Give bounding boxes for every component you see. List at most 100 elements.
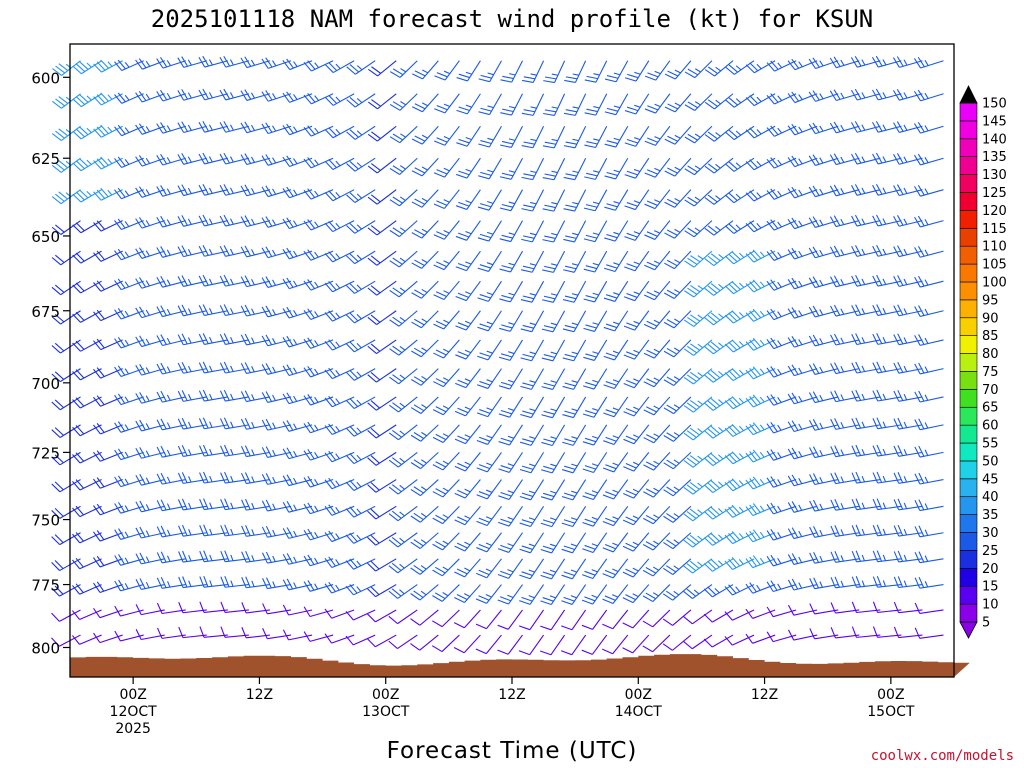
barb-half-feather xyxy=(718,454,724,460)
wind-barb xyxy=(114,448,144,461)
barb-half-feather xyxy=(840,580,844,587)
barb-half-feather xyxy=(487,137,494,141)
barb-feather xyxy=(54,427,64,436)
barb-feather xyxy=(704,197,715,205)
wind-barb xyxy=(541,424,566,447)
barb-feather xyxy=(367,257,378,266)
barb-feather xyxy=(541,441,553,447)
barb-feather xyxy=(261,335,269,347)
wind-barb xyxy=(303,528,334,541)
barb-feather xyxy=(367,287,378,296)
wind-barb xyxy=(282,123,313,136)
barb-half-feather xyxy=(421,404,428,409)
colorbar-segment xyxy=(959,478,978,498)
wind-barb xyxy=(282,392,313,405)
wind-barb xyxy=(198,214,228,227)
barb-feather xyxy=(646,231,658,237)
wind-barb xyxy=(156,275,186,288)
barb-staff xyxy=(572,479,587,501)
wind-barb xyxy=(684,250,713,268)
barb-half-feather xyxy=(924,157,929,163)
barb-half-feather xyxy=(739,252,745,258)
barb-feather xyxy=(544,109,557,113)
barb-feather xyxy=(345,285,355,294)
wind-barb xyxy=(584,157,608,180)
barb-staff xyxy=(99,609,123,619)
barb-half-feather xyxy=(166,92,171,99)
barb-feather xyxy=(855,333,862,344)
barb-staff xyxy=(162,310,186,318)
wind-barb xyxy=(282,306,313,319)
barb-feather xyxy=(138,123,147,134)
wind-barb xyxy=(156,246,186,258)
wind-barb xyxy=(829,245,860,258)
barb-half-feather xyxy=(443,319,450,324)
barb-feather xyxy=(389,103,401,111)
barb-half-feather xyxy=(882,187,887,194)
barb-feather xyxy=(703,588,713,598)
barb-feather xyxy=(787,528,795,539)
wind-barb xyxy=(604,157,629,180)
barb-feather xyxy=(704,134,715,142)
barb-feather xyxy=(117,278,126,289)
barb-half-feather xyxy=(861,502,866,509)
barb-feather xyxy=(198,215,205,227)
wind-barb xyxy=(220,524,249,537)
wind-barb xyxy=(519,479,545,501)
barb-staff xyxy=(920,280,944,288)
wind-barb xyxy=(156,57,186,69)
wind-barb xyxy=(453,609,481,629)
barb-feather xyxy=(731,310,741,320)
barb-feather xyxy=(897,417,904,429)
wind-barb xyxy=(346,189,376,203)
x-tick-label: 2025 xyxy=(115,721,151,737)
colorbar-label: 30 xyxy=(982,526,999,541)
wind-barb xyxy=(872,417,902,430)
wind-barb xyxy=(411,157,439,177)
barb-feather xyxy=(265,90,273,101)
barb-feather xyxy=(135,527,142,539)
wind-barb xyxy=(366,634,397,648)
barb-feather xyxy=(647,105,659,111)
barb-feather xyxy=(623,411,635,417)
barb-half-feather xyxy=(759,368,765,375)
wind-barb xyxy=(662,609,692,626)
barb-feather xyxy=(564,324,577,329)
barb-feather xyxy=(182,550,188,562)
barb-half-feather xyxy=(314,478,319,485)
barb-half-feather xyxy=(251,337,255,344)
barb-feather xyxy=(478,464,490,470)
colorbar-segment xyxy=(959,406,978,426)
barb-feather xyxy=(605,294,618,299)
wind-barb xyxy=(562,368,587,390)
barb-feather xyxy=(54,481,64,491)
chart-title: 2025101118 NAM forecast wind profile (kt… xyxy=(151,5,873,33)
barb-staff xyxy=(120,558,144,566)
wind-barb xyxy=(684,125,713,144)
barb-half-feather xyxy=(208,156,213,163)
wind-barb xyxy=(622,584,650,604)
barb-feather xyxy=(664,262,675,270)
barb-half-feather xyxy=(840,156,845,163)
wind-barb xyxy=(830,445,860,458)
barb-feather xyxy=(370,455,380,464)
barb-feather xyxy=(896,56,904,67)
barb-half-feather xyxy=(507,435,515,439)
barb-feather xyxy=(413,564,424,573)
barb-half-feather xyxy=(634,71,641,75)
barb-half-feather xyxy=(124,127,130,133)
barb-feather xyxy=(328,190,337,200)
wind-barb xyxy=(521,220,545,243)
barb-feather xyxy=(75,96,86,105)
wind-barb xyxy=(893,390,923,402)
barb-staff xyxy=(773,424,797,434)
wind-barb xyxy=(432,558,460,577)
wind-barb xyxy=(704,157,734,174)
barb-half-feather xyxy=(861,278,866,285)
wind-barb xyxy=(282,247,313,260)
wind-barb xyxy=(198,88,228,101)
barb-feather xyxy=(812,246,820,257)
barb-staff xyxy=(267,396,292,403)
barb-feather xyxy=(745,608,754,619)
barb-feather xyxy=(540,574,552,580)
